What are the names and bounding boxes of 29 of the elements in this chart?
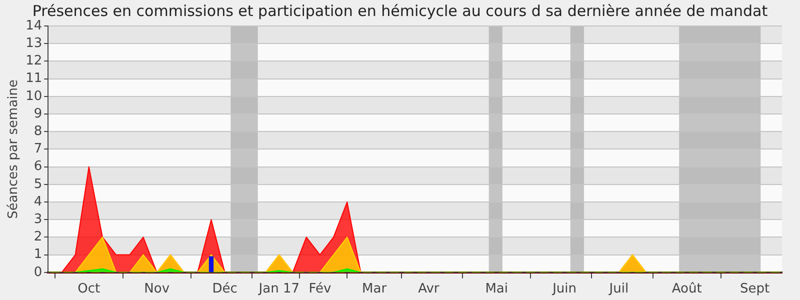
chart-title: Présences en commissions et participation en hémicycle au cours d sa dernière année de mandat [31, 2, 769, 20]
y-tick-label: 13 [26, 36, 42, 51]
y-tick-label: 3 [34, 212, 42, 227]
y-tick-label: 2 [34, 230, 42, 245]
y-tick-label: 5 [34, 176, 42, 192]
y-axis-title: Séances par semaine [6, 79, 22, 219]
y-tick-label: 9 [34, 106, 42, 122]
x-tick-label: Déc [212, 282, 238, 297]
x-tick-label: Oct [78, 282, 100, 297]
y-tick-label: 7 [34, 142, 42, 157]
x-tick-label: Mar [362, 282, 388, 297]
x-tick-label: Fév [308, 282, 332, 297]
y-tick-label: 0 [34, 264, 42, 280]
x-tick-label: Jan 17 [258, 282, 300, 297]
y-tick-label: 14 [26, 18, 42, 34]
x-tick-label: Avr [418, 282, 440, 297]
x-tick-label: Nov [144, 282, 170, 297]
y-tick-label: 4 [34, 194, 42, 210]
y-tick-label: 10 [26, 88, 42, 104]
x-tick-label: Août [672, 282, 702, 297]
y-tick-label: 12 [26, 54, 42, 69]
x-tick-label: Juil [608, 282, 629, 297]
x-tick-label: Juin [552, 282, 577, 297]
x-tick-label: Sept [740, 282, 770, 297]
y-tick-label: 1 [34, 247, 42, 262]
x-tick-label: Mai [485, 282, 508, 297]
y-tick-label: 8 [34, 124, 42, 139]
y-tick-label: 6 [34, 159, 42, 174]
y-tick-label: 11 [26, 71, 42, 86]
